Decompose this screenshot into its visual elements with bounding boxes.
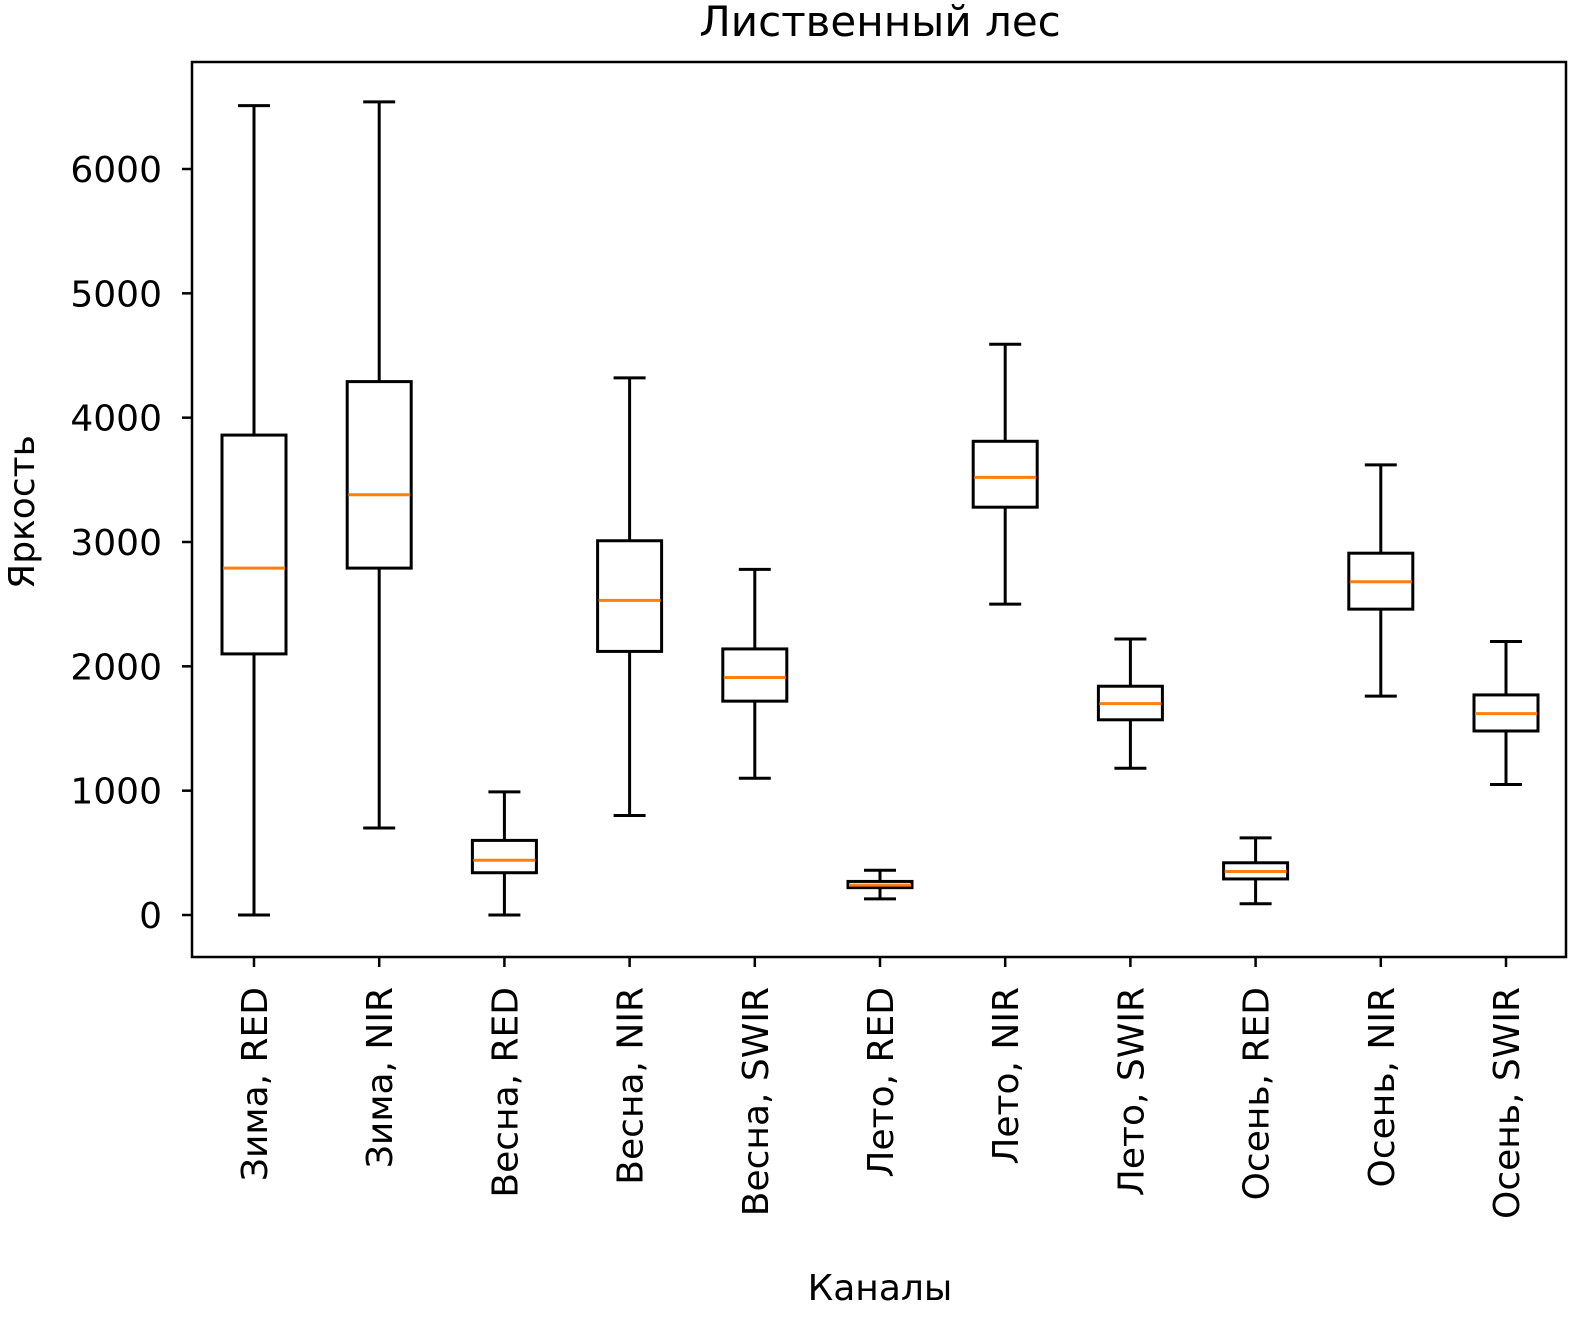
iqr-box [1347, 551, 1415, 611]
box-group [345, 100, 413, 830]
box-group [721, 567, 789, 780]
y-tick-label: 4000 [70, 399, 162, 440]
x-tick-label: Осень, SWIR [1487, 987, 1528, 1219]
x-tick-label: Осень, RED [1237, 987, 1278, 1200]
box-group [1472, 639, 1540, 786]
y-axis-label: Яркость [2, 435, 43, 589]
y-tick-label: 1000 [70, 772, 162, 813]
x-tick-label: Зима, NIR [360, 987, 401, 1168]
x-tick-label: Лето, RED [861, 987, 902, 1178]
iqr-box [1222, 861, 1290, 881]
box-group [596, 376, 664, 818]
y-tick-label: 3000 [70, 523, 162, 564]
x-axis: Зима, RED Зима, NIR Весна, RED Весна, NIR Ве… [235, 957, 1528, 1219]
chart-title: Лиственный лес [699, 0, 1061, 46]
y-axis: 0 1000 2000 3000 4000 5000 6000 [70, 150, 192, 937]
y-tick-label: 0 [139, 896, 162, 937]
plot-area [220, 100, 1540, 917]
x-tick-label: Лето, NIR [986, 987, 1027, 1165]
iqr-box [971, 439, 1039, 509]
x-tick-label: Весна, NIR [611, 987, 652, 1185]
box-group [846, 868, 914, 901]
x-tick-label: Осень, NIR [1362, 987, 1403, 1187]
box-group [1096, 637, 1164, 770]
iqr-box [1472, 693, 1540, 733]
box-group [971, 342, 1039, 606]
box-group [220, 104, 288, 917]
box-group [1347, 463, 1415, 698]
box-group [470, 790, 538, 917]
x-tick-label: Лето, SWIR [1111, 987, 1152, 1196]
y-tick-label: 2000 [70, 647, 162, 688]
iqr-box [470, 838, 538, 875]
x-tick-label: Весна, RED [485, 987, 526, 1198]
iqr-box [721, 647, 789, 703]
y-tick-label: 6000 [70, 150, 162, 191]
iqr-box [220, 433, 288, 656]
iqr-box [1096, 684, 1164, 722]
y-tick-label: 5000 [70, 274, 162, 315]
iqr-box [846, 879, 914, 890]
x-tick-label: Весна, SWIR [736, 987, 777, 1216]
x-axis-label: Каналы [808, 1268, 953, 1309]
box-group [1222, 836, 1290, 906]
iqr-box [596, 539, 664, 653]
iqr-box [345, 380, 413, 570]
x-tick-label: Зима, RED [235, 987, 276, 1181]
